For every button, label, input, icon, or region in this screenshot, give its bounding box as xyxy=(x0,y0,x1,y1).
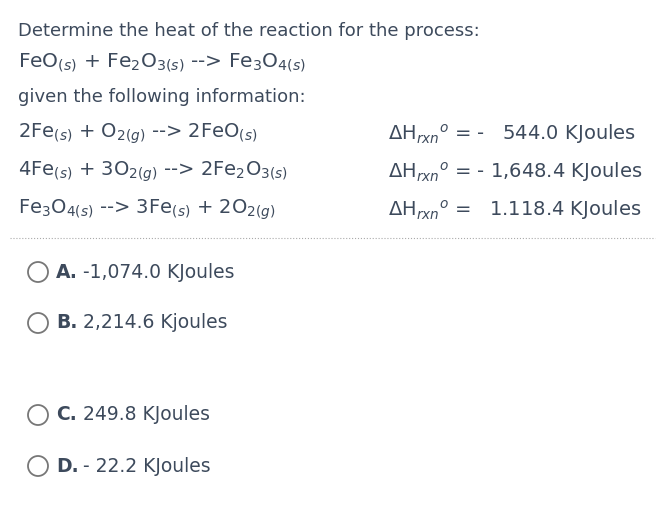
Text: Fe$_3$O$_{4(s)}$ --> 3Fe$_{(s)}$ + 2O$_{2(g)}$: Fe$_3$O$_{4(s)}$ --> 3Fe$_{(s)}$ + 2O$_{… xyxy=(18,198,275,222)
Text: 2,214.6 Kjoules: 2,214.6 Kjoules xyxy=(83,314,227,332)
Text: ΔH$_{rxn}$$^{o}$ = - 1,648.4 KJoules: ΔH$_{rxn}$$^{o}$ = - 1,648.4 KJoules xyxy=(388,160,642,184)
Text: ΔH$_{rxn}$$^{o}$ = -   544.0 KJoules: ΔH$_{rxn}$$^{o}$ = - 544.0 KJoules xyxy=(388,122,636,146)
Text: A.: A. xyxy=(56,263,78,281)
Text: B.: B. xyxy=(56,314,77,332)
Text: ΔH$_{rxn}$$^{o}$ =   1.118.4 KJoules: ΔH$_{rxn}$$^{o}$ = 1.118.4 KJoules xyxy=(388,198,642,222)
Text: FeO$_{(s)}$ + Fe$_2$O$_{3(s)}$ --> Fe$_3$O$_{4(s)}$: FeO$_{(s)}$ + Fe$_2$O$_{3(s)}$ --> Fe$_3… xyxy=(18,52,306,74)
Text: 249.8 KJoules: 249.8 KJoules xyxy=(83,405,210,425)
Text: - 22.2 KJoules: - 22.2 KJoules xyxy=(83,456,211,476)
Text: -1,074.0 KJoules: -1,074.0 KJoules xyxy=(83,263,235,281)
Text: 2Fe$_{(s)}$ + O$_{2(g)}$ --> 2FeO$_{(s)}$: 2Fe$_{(s)}$ + O$_{2(g)}$ --> 2FeO$_{(s)}… xyxy=(18,122,257,146)
Text: Determine the heat of the reaction for the process:: Determine the heat of the reaction for t… xyxy=(18,22,479,40)
Text: 4Fe$_{(s)}$ + 3O$_{2(g)}$ --> 2Fe$_2$O$_{3(s)}$: 4Fe$_{(s)}$ + 3O$_{2(g)}$ --> 2Fe$_2$O$_… xyxy=(18,160,288,184)
Text: C.: C. xyxy=(56,405,76,425)
Text: given the following information:: given the following information: xyxy=(18,88,306,106)
Text: D.: D. xyxy=(56,456,78,476)
